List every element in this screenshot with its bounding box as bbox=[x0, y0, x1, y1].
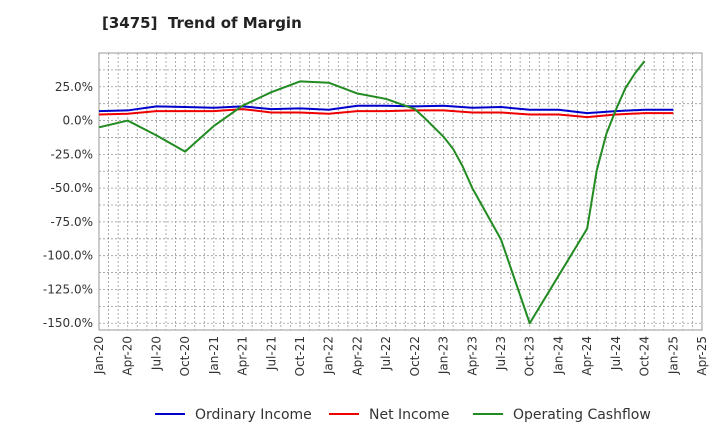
y-tick-label: -125.0% bbox=[43, 282, 93, 296]
series-line-operating-cashflow bbox=[98, 60, 646, 325]
x-axis-labels: Jan-20 Apr-20 Jul-20 Oct-20 Jan-21 Apr-21 Jul-… bbox=[92, 336, 709, 376]
grid-layer bbox=[98, 52, 703, 330]
y-tick-label: 0.0% bbox=[63, 114, 94, 128]
legend-label-ordinary-income: Ordinary Income bbox=[195, 407, 312, 423]
x-tick-label: Oct-24 bbox=[638, 336, 652, 376]
x-tick-label: Jul-20 bbox=[149, 336, 163, 371]
y-tick-label: -100.0% bbox=[43, 249, 93, 263]
x-tick-label: Jan-21 bbox=[207, 336, 221, 375]
y-tick-label: -25.0% bbox=[51, 147, 93, 161]
x-tick-label: Oct-21 bbox=[293, 336, 307, 376]
x-tick-label: Apr-22 bbox=[350, 336, 364, 376]
x-tick-label: Apr-23 bbox=[465, 336, 479, 376]
x-tick-label: Jul-22 bbox=[379, 336, 393, 371]
x-tick-label: Jul-23 bbox=[494, 336, 508, 371]
legend: Ordinary Income Net Income Operating Cashf… bbox=[155, 407, 651, 423]
x-tick-label: Apr-24 bbox=[580, 336, 594, 376]
plot-frame bbox=[98, 52, 703, 331]
y-tick-label: -75.0% bbox=[51, 215, 93, 229]
x-tick-label: Jul-21 bbox=[264, 336, 278, 371]
x-tick-label: Oct-22 bbox=[408, 336, 422, 376]
x-tick-label: Jan-25 bbox=[666, 336, 680, 375]
y-axis-labels: -150.0% -125.0% -100.0% -75.0% -50.0% -25.0% 0… bbox=[43, 80, 93, 330]
y-tick-label: -150.0% bbox=[43, 316, 93, 330]
x-tick-label: Jul-24 bbox=[609, 336, 623, 371]
legend-label-net-income: Net Income bbox=[369, 407, 450, 423]
legend-label-operating-cashflow: Operating Cashflow bbox=[513, 407, 651, 423]
y-tick-label: 25.0% bbox=[55, 80, 93, 94]
chart-title: [3475] Trend of Margin bbox=[102, 14, 302, 32]
x-tick-label: Jan-23 bbox=[437, 336, 451, 375]
x-tick-label: Oct-23 bbox=[523, 336, 537, 376]
x-tick-label: Apr-25 bbox=[695, 336, 709, 376]
x-tick-label: Jan-20 bbox=[92, 336, 106, 375]
series-layer bbox=[98, 60, 674, 325]
x-tick-label: Apr-20 bbox=[121, 336, 135, 376]
series-line-net-income bbox=[98, 108, 674, 119]
x-tick-label: Jan-22 bbox=[322, 336, 336, 375]
x-tick-label: Jan-24 bbox=[551, 336, 565, 375]
series-line-ordinary-income bbox=[98, 104, 674, 115]
y-tick-label: -50.0% bbox=[51, 181, 93, 195]
x-tick-label: Oct-20 bbox=[178, 336, 192, 376]
x-tick-label: Apr-21 bbox=[236, 336, 250, 376]
